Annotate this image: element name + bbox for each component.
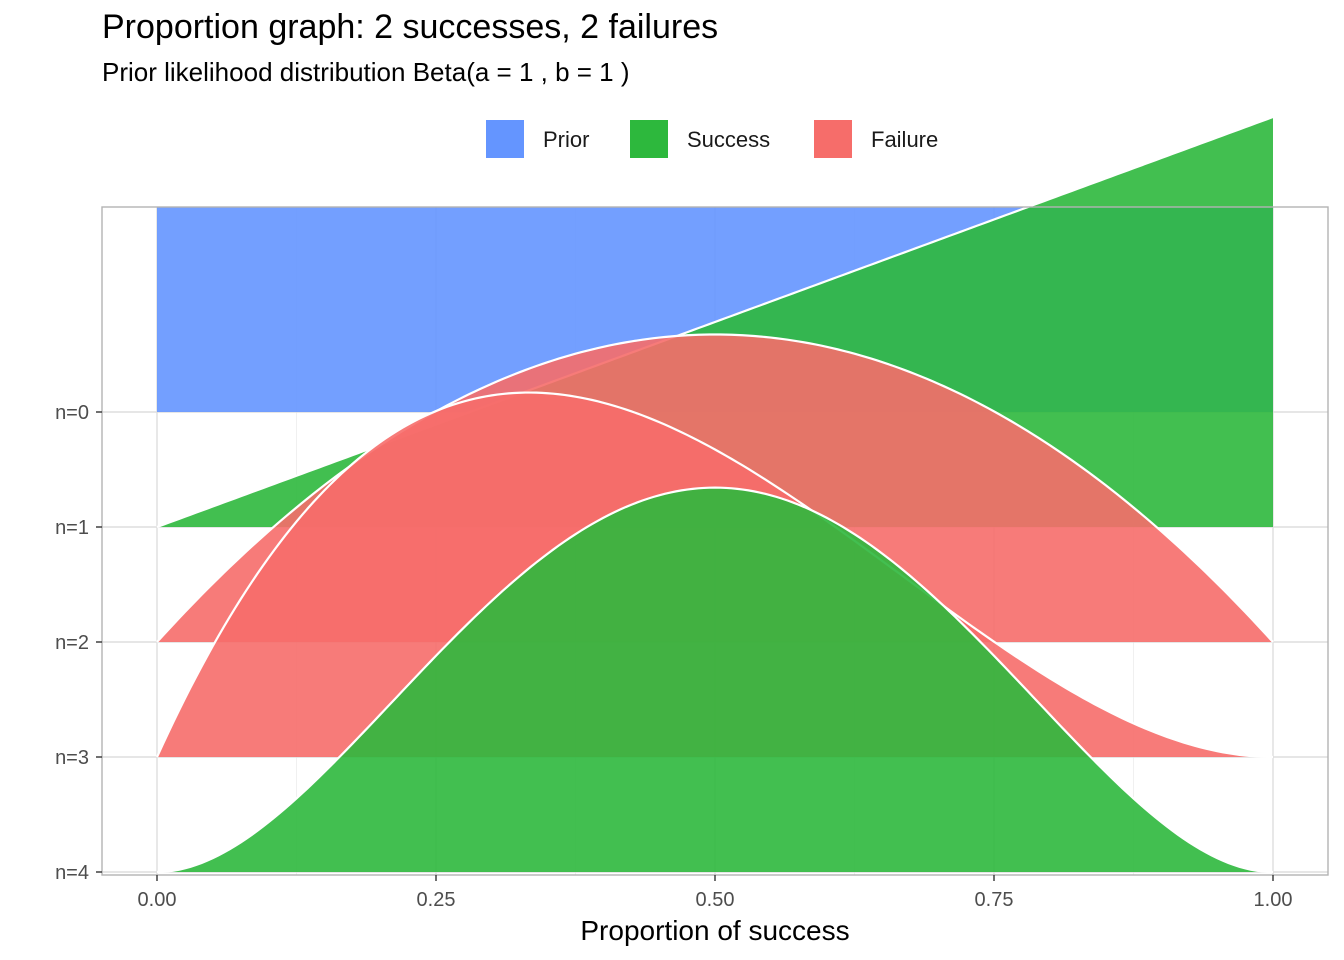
y-tick-label: n=1: [55, 517, 89, 539]
ridge-outline: [156, 486, 1274, 874]
x-tick-label: 1.00: [1254, 889, 1293, 911]
x-axis-title: Proportion of success: [580, 915, 849, 946]
ridge-outline: [156, 115, 1274, 529]
legend-item-success: Success: [630, 120, 770, 158]
legend-item-failure: Failure: [814, 120, 938, 158]
y-tick-label: n=4: [55, 862, 89, 884]
ridge-outline: [155, 391, 1274, 759]
x-axis: 0.00 0.25 0.50 0.75 1.00: [138, 875, 1293, 911]
ridge-n4: [156, 486, 1274, 874]
chart-title: Proportion graph: 2 successes, 2 failure…: [102, 8, 718, 46]
y-tick-label: n=0: [55, 402, 89, 424]
ridge-area-success: [157, 487, 1273, 872]
legend-label-success: Success: [687, 127, 770, 152]
legend-item-prior: Prior: [486, 120, 589, 158]
x-tick-label: 0.25: [417, 889, 456, 911]
x-tick-label: 0.50: [696, 889, 735, 911]
y-tick-label: n=3: [55, 747, 89, 769]
legend: Prior Success Failure: [486, 120, 938, 158]
y-axis: n=0 n=1 n=2 n=3 n=4: [55, 402, 102, 884]
legend-key-success: [630, 120, 668, 158]
ridges: [155, 115, 1274, 874]
legend-label-prior: Prior: [543, 127, 589, 152]
legend-key-failure: [814, 120, 852, 158]
chart-subtitle: Prior likelihood distribution Beta(a = 1…: [102, 57, 630, 87]
plot-panel: [101, 115, 1329, 876]
x-tick-label: 0.75: [975, 889, 1014, 911]
y-tick-label: n=2: [55, 632, 89, 654]
x-tick-label: 0.00: [138, 889, 177, 911]
legend-label-failure: Failure: [871, 127, 938, 152]
legend-key-prior: [486, 120, 524, 158]
